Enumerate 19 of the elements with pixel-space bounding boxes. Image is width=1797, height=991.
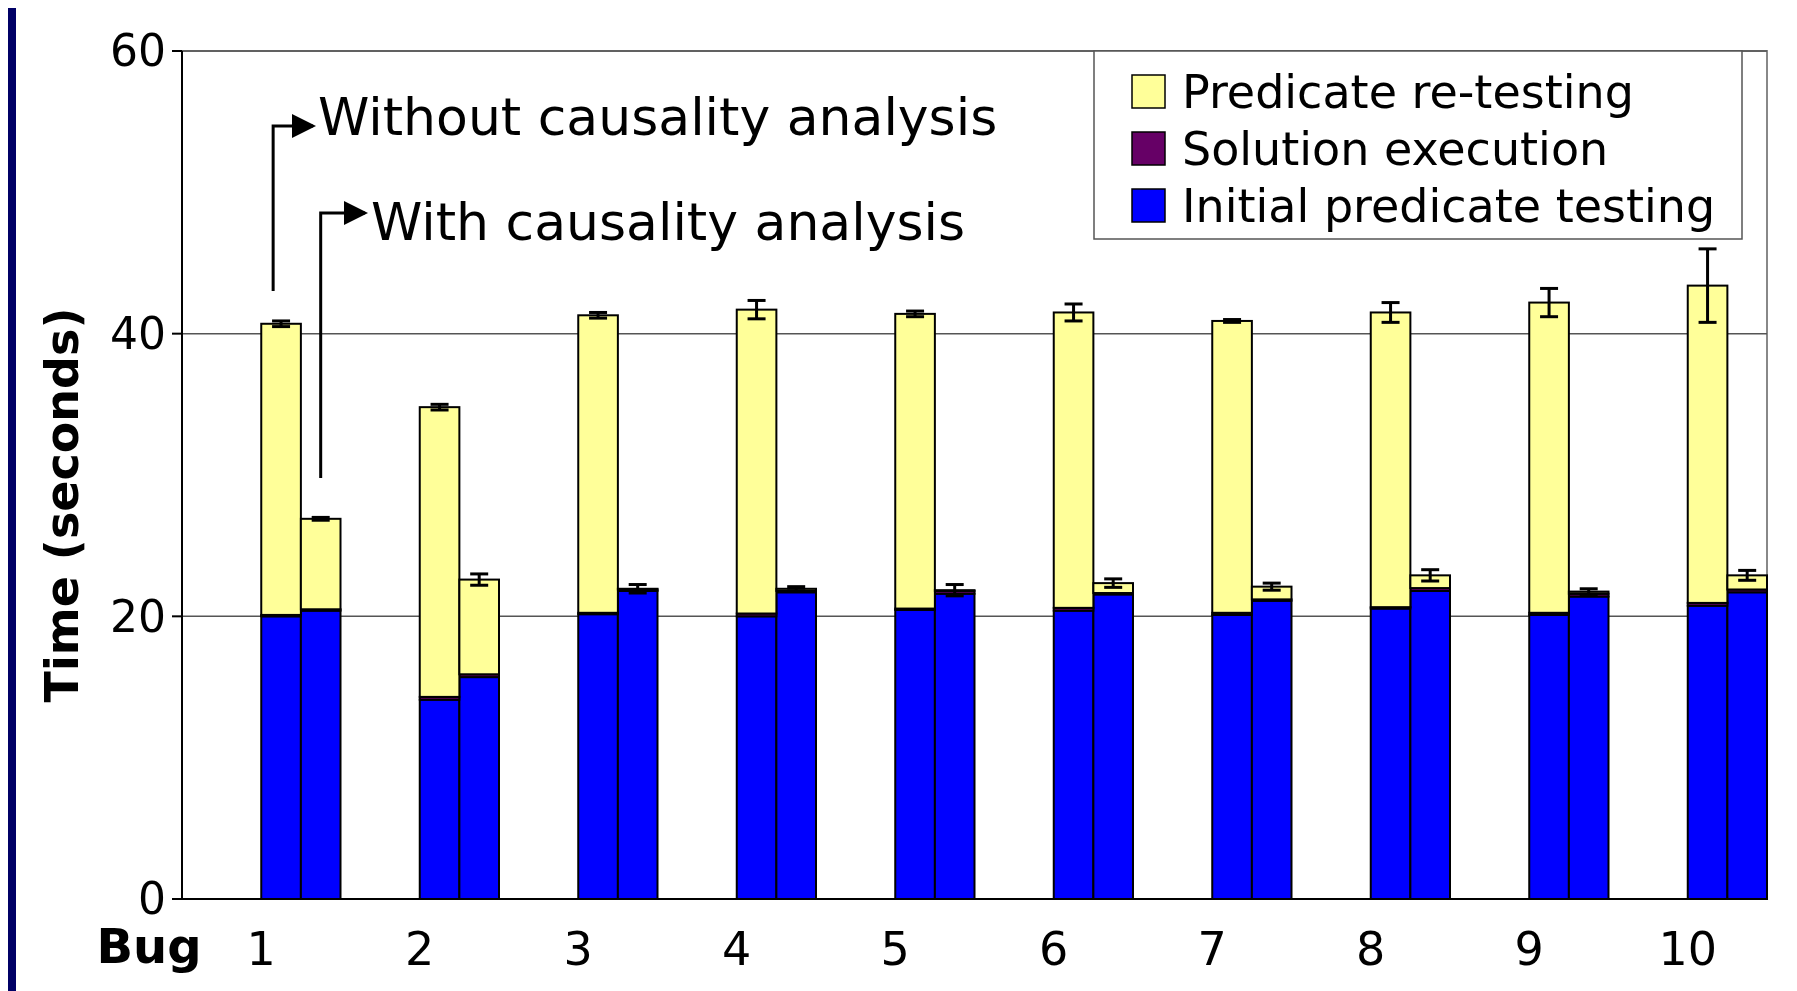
y-axis-title: Time (seconds) [35, 307, 89, 703]
x-tick-label: 4 [722, 922, 752, 976]
legend-label: Predicate re-testing [1182, 65, 1634, 120]
x-tick-label: 3 [563, 922, 593, 976]
x-tick-label: 7 [1197, 922, 1227, 976]
x-tick-label: 9 [1514, 922, 1544, 976]
x-tick-label: 6 [1039, 922, 1069, 976]
x-tick-label: 5 [880, 922, 910, 976]
y-tick-label: 20 [110, 590, 166, 642]
x-tick-label: 8 [1356, 922, 1386, 976]
annotation: Without causality analysis [318, 87, 998, 147]
y-tick-label: 40 [110, 308, 166, 360]
x-tick-label: 1 [246, 922, 276, 976]
x-tick-label: 10 [1658, 922, 1718, 976]
legend-label: Initial predicate testing [1182, 179, 1716, 234]
annotation: With causality analysis [371, 192, 966, 252]
x-tick-label: 2 [405, 922, 435, 976]
y-tick-label: 60 [110, 25, 166, 77]
legend-label: Solution execution [1182, 122, 1609, 177]
